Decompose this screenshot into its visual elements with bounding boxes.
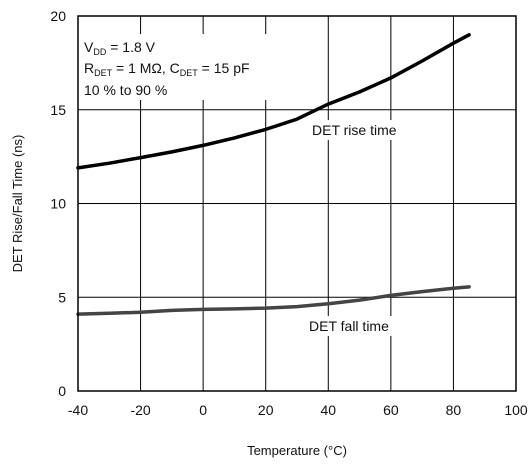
cdet-value: = 15 pF	[198, 60, 250, 76]
conditions-annotation: VDD = 1.8 V RDET = 1 MΩ, CDET = 15 pF 10…	[81, 34, 309, 100]
vdd-value: = 1.8 V	[106, 39, 155, 55]
rise-label-background	[308, 120, 418, 140]
x-axis-label: Temperature (°C)	[247, 443, 347, 458]
fall-label-background	[305, 316, 411, 336]
annotation-background	[81, 34, 309, 100]
y-tick-labels: 0 5 10 15 20	[50, 8, 66, 399]
x-tick-label: -20	[130, 402, 150, 418]
series-lines	[76, 33, 471, 316]
vdd-subscript: DD	[93, 47, 106, 57]
x-tick-label: -40	[68, 402, 88, 418]
rdet-symbol: R	[84, 60, 94, 76]
series-labels: DET rise time DET fall time	[305, 120, 418, 336]
plot-frame	[77, 15, 517, 392]
x-tick-label: 0	[199, 402, 207, 418]
x-tick-labels: -40 -20 0 20 40 60 80 100	[68, 402, 528, 418]
x-tick-label: 20	[258, 402, 274, 418]
y-axis-label: DET Rise/Fall Time (ns)	[10, 135, 25, 273]
y-tick-label: 10	[50, 196, 66, 212]
y-tick-label: 5	[58, 289, 66, 305]
annotation-vdd: VDD = 1.8 V	[84, 39, 156, 57]
series-line-fall	[76, 285, 471, 316]
x-tick-label: 100	[504, 402, 528, 418]
x-tick-label: 80	[446, 402, 462, 418]
vdd-symbol: V	[84, 39, 94, 55]
series-label-fall: DET fall time	[309, 318, 389, 334]
annotation-rdet-cdet: RDET = 1 MΩ, CDET = 15 pF	[84, 60, 250, 78]
y-tick-label: 15	[50, 102, 66, 118]
series-label-rise: DET rise time	[312, 122, 397, 138]
series-line-rise	[76, 33, 471, 170]
rdet-subscript: DET	[94, 68, 113, 78]
y-tick-label: 0	[58, 383, 66, 399]
cdet-subscript: DET	[180, 68, 199, 78]
x-tick-label: 60	[383, 402, 399, 418]
annotation-range: 10 % to 90 %	[84, 82, 167, 98]
x-tick-label: 40	[320, 402, 336, 418]
y-tick-label: 20	[50, 8, 66, 24]
cdet-symbol: C	[170, 60, 180, 76]
rdet-value: = 1 MΩ,	[112, 60, 170, 76]
